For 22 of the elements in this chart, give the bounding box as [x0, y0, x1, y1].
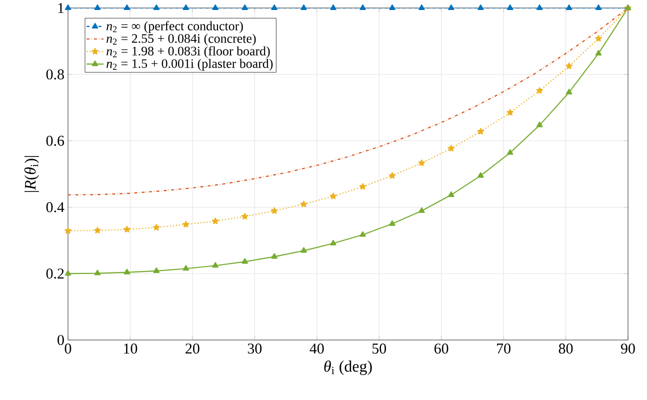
- y-tick-label: 0.8: [46, 69, 64, 80]
- x-tick-label: 10: [124, 344, 138, 354]
- y-tick-label: 0.4: [46, 202, 64, 212]
- x-tick-label: 60: [434, 344, 448, 354]
- x-tick-label: 40: [310, 344, 324, 354]
- legend-label: n$_{2}$ = 2.55 + 0.084i (concrete): [106, 34, 256, 46]
- y-tick-label: 0.2: [46, 268, 64, 279]
- x-tick-label: 50: [372, 344, 386, 354]
- y-tick-label: 0.6: [46, 136, 64, 146]
- x-tick-label: 70: [497, 344, 510, 354]
- x-tick-label: 0: [64, 344, 72, 354]
- x-tick-label: 90: [621, 344, 635, 354]
- y-tick-label: 1: [58, 3, 64, 13]
- y-axis-title: |R(θ$_{i}$)|: [24, 156, 39, 192]
- legend-label: n$_{2}$ = 1.98 + 0.083i (floor board): [106, 46, 270, 58]
- x-tick-label: 30: [248, 344, 262, 354]
- legend-label: n$_{2}$ = ∞ (perfect conductor): [106, 21, 243, 34]
- y-tick-label: 0: [58, 334, 64, 346]
- x-axis-title: θ$_{i}$ (deg): [324, 360, 372, 376]
- x-tick-label: 20: [186, 344, 200, 354]
- legend-label: n$_{2}$ = 1.5 + 0.001i (plaster board): [106, 58, 273, 71]
- x-tick-label: 80: [558, 344, 573, 354]
